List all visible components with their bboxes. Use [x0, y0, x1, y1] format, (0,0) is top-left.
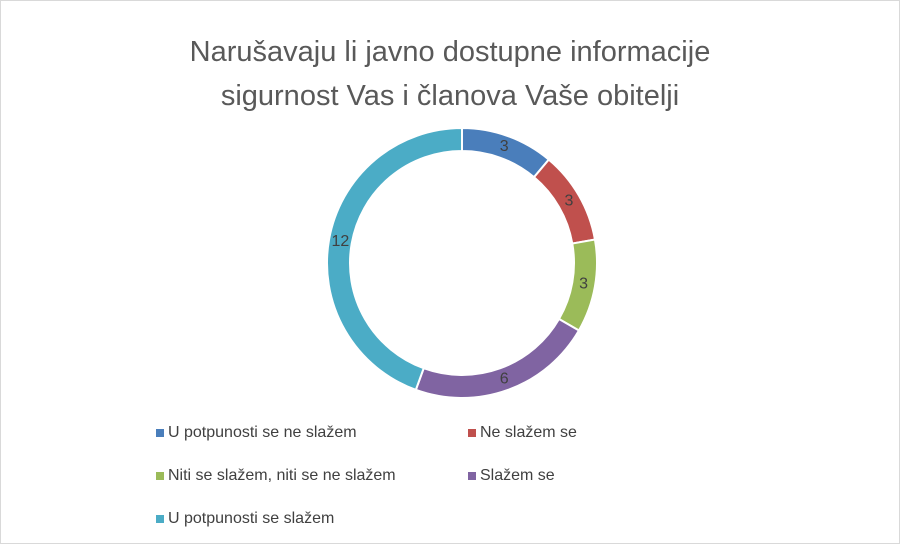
legend-swatch: [156, 515, 164, 523]
legend-swatch: [156, 429, 164, 437]
legend-label: Ne slažem se: [480, 424, 577, 441]
legend-label: U potpunosti se ne slažem: [168, 424, 357, 441]
data-label: 3: [500, 138, 509, 155]
data-label: 6: [500, 370, 509, 387]
legend-label: Slažem se: [480, 467, 555, 484]
legend-label: U potpunosti se slažem: [168, 510, 334, 527]
donut-slice: [326, 126, 463, 392]
chart-title: Narušavaju li javno dostupne informacije…: [189, 36, 711, 112]
legend-swatch: [468, 472, 476, 480]
data-label: 3: [579, 276, 588, 293]
legend-swatch: [468, 429, 476, 437]
data-label: 12: [331, 233, 349, 250]
legend-label: Niti se slažem, niti se ne slažem: [168, 467, 396, 484]
data-label: 3: [565, 192, 574, 209]
legend-swatch: [156, 472, 164, 480]
